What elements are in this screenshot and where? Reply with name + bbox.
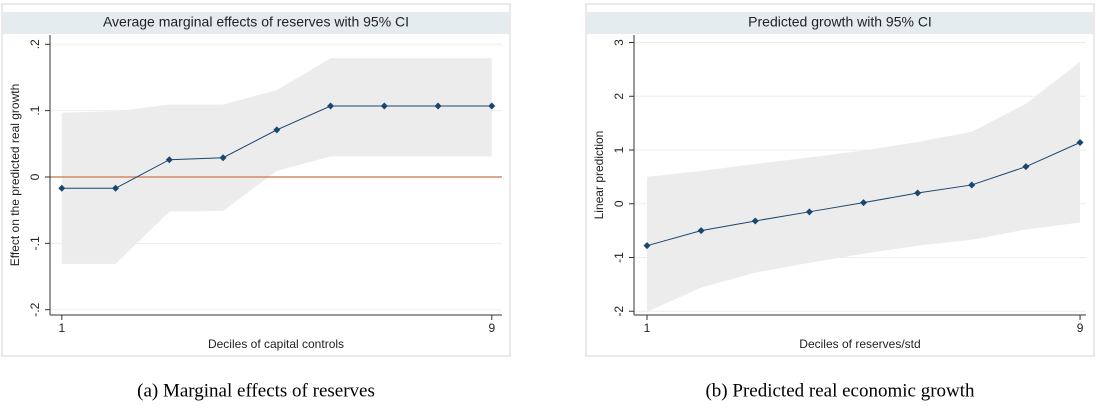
marker [380,102,388,110]
marker [697,227,705,235]
y-axis-label: Effect on the predicted real growth [8,84,22,267]
y-tick-label: 2 [612,93,626,100]
marker [968,181,976,189]
y-tick-label: -2 [612,306,626,317]
marker [327,102,335,110]
x-tick-label: 9 [488,321,495,335]
y-axis-label: Linear prediction [592,131,606,220]
y-tick-label: 1 [612,146,626,153]
x-tick-label: 9 [1077,321,1084,335]
x-tick-label: 1 [644,321,651,335]
x-tick-label: 1 [58,321,65,335]
ci-band [646,61,1081,312]
y-tick-label: 0 [612,200,626,207]
title-band [3,12,509,34]
marker [751,217,759,225]
ci-band [61,58,492,264]
y-tick-label: -1 [612,252,626,263]
marker [488,102,496,110]
marker [58,184,66,192]
y-tick-label: 0 [28,173,42,180]
caption: (a) Marginal effects of reserves [137,380,375,401]
marker [860,199,868,207]
marker [273,126,281,134]
x-axis-label: Deciles of reserves/std [799,337,920,351]
marker [805,208,813,216]
caption: (b) Predicted real economic growth [705,380,975,401]
marker [165,156,173,164]
marker [1022,163,1030,171]
marker [434,102,442,110]
marker [1076,138,1084,146]
y-tick-label: -.1 [28,236,42,250]
marker [112,184,120,192]
marker [219,154,227,162]
chart-title: Predicted growth with 95% CI [748,14,932,30]
title-band [587,12,1093,34]
marker [643,242,651,250]
y-tick-label: -.2 [28,302,42,316]
chart-title: Average marginal effects of reserves wit… [103,14,409,30]
x-axis-label: Deciles of capital controls [208,337,344,351]
y-tick-label: 3 [612,39,626,46]
y-tick-label: .1 [28,105,42,115]
marker [914,189,922,197]
y-tick-label: .2 [28,39,42,49]
